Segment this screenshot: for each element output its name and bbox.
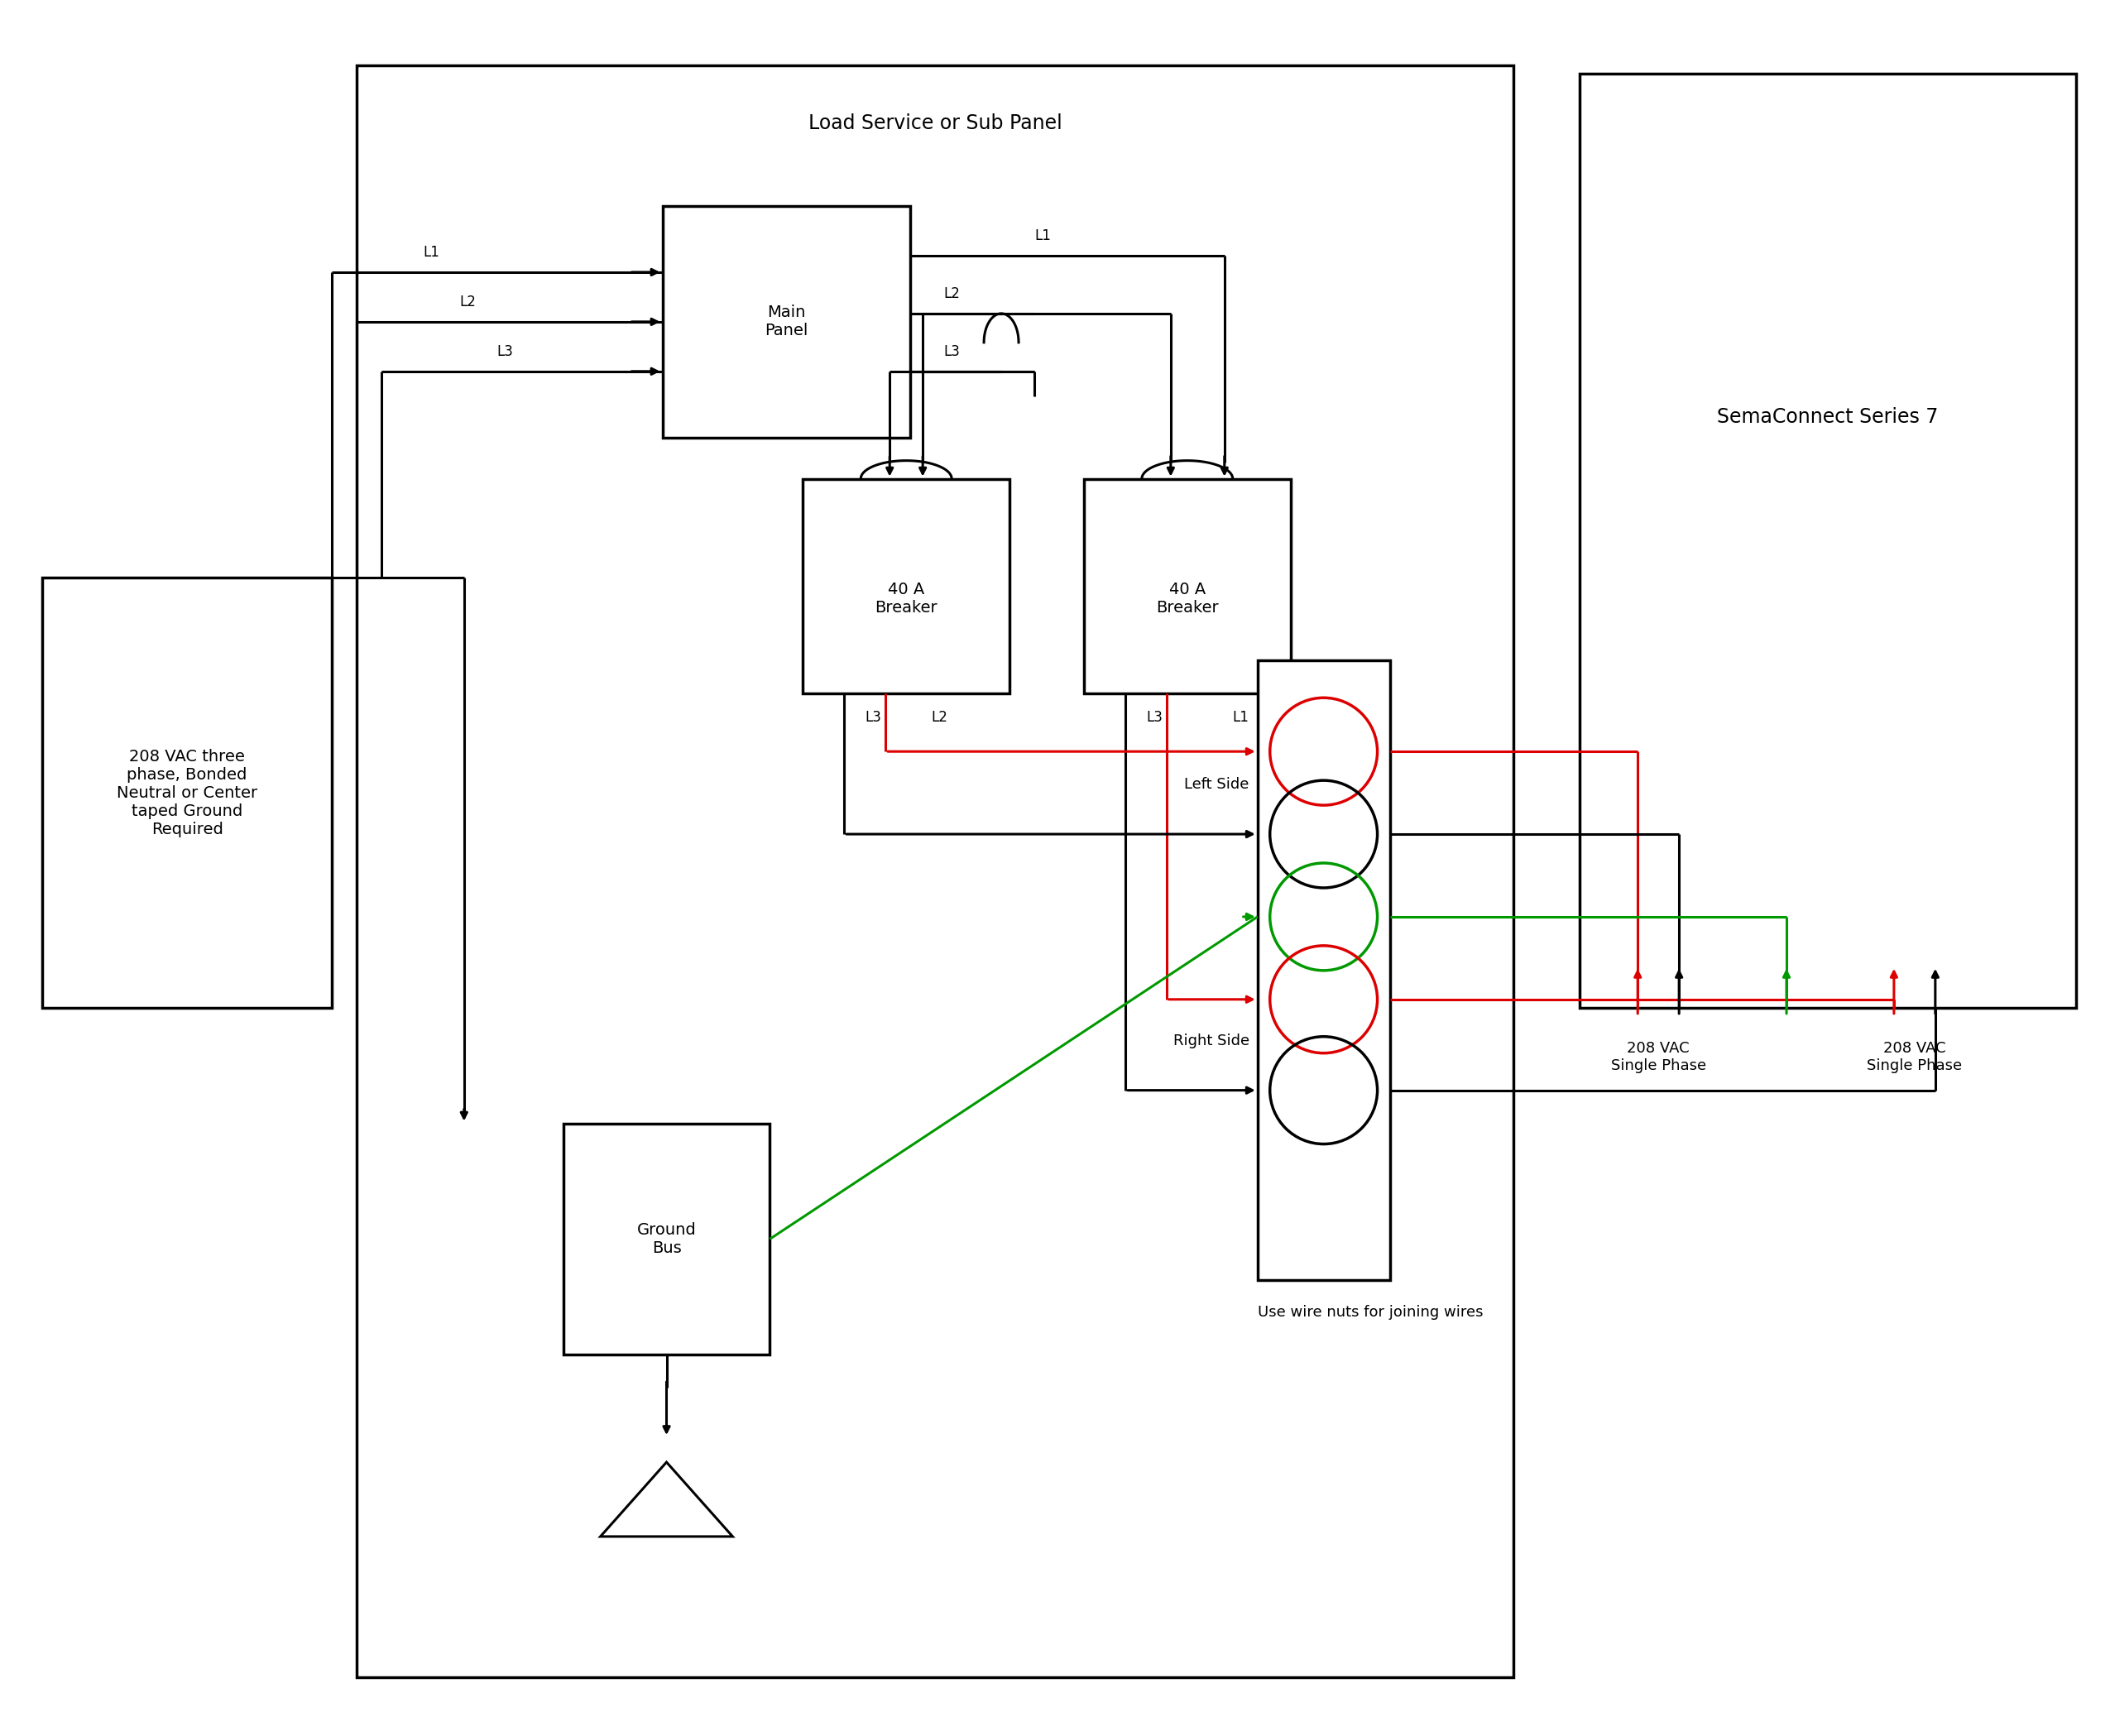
Text: Load Service or Sub Panel: Load Service or Sub Panel: [808, 113, 1061, 134]
Text: 40 A
Breaker: 40 A Breaker: [1156, 582, 1220, 616]
Text: L3: L3: [943, 344, 960, 359]
Text: L2: L2: [931, 710, 947, 726]
Text: Ground
Bus: Ground Bus: [637, 1222, 696, 1257]
Text: L2: L2: [943, 286, 960, 300]
Bar: [42, 578, 331, 1007]
Bar: [804, 479, 1009, 694]
Bar: [563, 1123, 770, 1354]
Text: 208 VAC
Single Phase: 208 VAC Single Phase: [1867, 1040, 1962, 1073]
Bar: [1085, 479, 1291, 694]
Text: L1: L1: [1232, 710, 1249, 726]
Bar: [357, 66, 1513, 1677]
Text: Use wire nuts for joining wires: Use wire nuts for joining wires: [1258, 1305, 1483, 1319]
Text: L2: L2: [460, 295, 477, 309]
Text: L1: L1: [1034, 229, 1051, 243]
Text: L3: L3: [498, 344, 513, 359]
Text: L3: L3: [1146, 710, 1163, 726]
Text: Left Side: Left Side: [1184, 778, 1249, 792]
Text: 208 VAC three
phase, Bonded
Neutral or Center
taped Ground
Required: 208 VAC three phase, Bonded Neutral or C…: [116, 748, 257, 837]
Text: Main
Panel: Main Panel: [764, 306, 808, 339]
Bar: [663, 207, 909, 437]
Text: Right Side: Right Side: [1173, 1033, 1249, 1049]
Text: 208 VAC
Single Phase: 208 VAC Single Phase: [1610, 1040, 1707, 1073]
Text: SemaConnect Series 7: SemaConnect Series 7: [1718, 406, 1939, 427]
Text: L3: L3: [865, 710, 882, 726]
Text: 40 A
Breaker: 40 A Breaker: [876, 582, 937, 616]
Text: L1: L1: [422, 245, 439, 260]
Bar: [1258, 661, 1390, 1281]
Bar: [1580, 75, 2076, 1007]
